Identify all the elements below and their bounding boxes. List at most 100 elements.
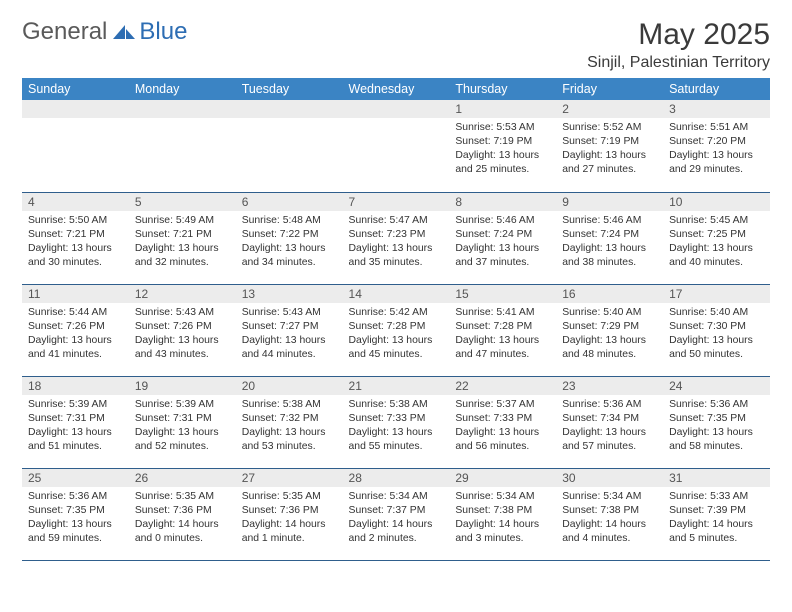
daylight-text: Daylight: 14 hours bbox=[562, 518, 657, 532]
daylight-text: and 34 minutes. bbox=[242, 256, 337, 270]
day-number: 18 bbox=[22, 377, 129, 395]
sunrise-text: Sunrise: 5:46 AM bbox=[455, 214, 550, 228]
daylight-text: and 29 minutes. bbox=[669, 163, 764, 177]
daylight-text: Daylight: 14 hours bbox=[669, 518, 764, 532]
daylight-text: Daylight: 13 hours bbox=[349, 334, 444, 348]
day-number: 5 bbox=[129, 193, 236, 211]
calendar-day-cell: 24Sunrise: 5:36 AMSunset: 7:35 PMDayligh… bbox=[663, 376, 770, 468]
sunset-text: Sunset: 7:19 PM bbox=[455, 135, 550, 149]
calendar-day-cell: 14Sunrise: 5:42 AMSunset: 7:28 PMDayligh… bbox=[343, 284, 450, 376]
calendar-day-cell: 4Sunrise: 5:50 AMSunset: 7:21 PMDaylight… bbox=[22, 192, 129, 284]
day-number: 28 bbox=[343, 469, 450, 487]
daylight-text: and 44 minutes. bbox=[242, 348, 337, 362]
sunset-text: Sunset: 7:25 PM bbox=[669, 228, 764, 242]
sunset-text: Sunset: 7:26 PM bbox=[135, 320, 230, 334]
daylight-text: and 37 minutes. bbox=[455, 256, 550, 270]
daylight-text: and 51 minutes. bbox=[28, 440, 123, 454]
sunrise-text: Sunrise: 5:36 AM bbox=[669, 398, 764, 412]
calendar-day-cell: 23Sunrise: 5:36 AMSunset: 7:34 PMDayligh… bbox=[556, 376, 663, 468]
day-info: Sunrise: 5:33 AMSunset: 7:39 PMDaylight:… bbox=[663, 487, 770, 550]
sunrise-text: Sunrise: 5:43 AM bbox=[135, 306, 230, 320]
sunrise-text: Sunrise: 5:45 AM bbox=[669, 214, 764, 228]
sunset-text: Sunset: 7:24 PM bbox=[562, 228, 657, 242]
day-number: 26 bbox=[129, 469, 236, 487]
sunset-text: Sunset: 7:19 PM bbox=[562, 135, 657, 149]
day-info: Sunrise: 5:35 AMSunset: 7:36 PMDaylight:… bbox=[129, 487, 236, 550]
daylight-text: Daylight: 13 hours bbox=[242, 334, 337, 348]
daylight-text: Daylight: 13 hours bbox=[562, 334, 657, 348]
calendar-day-cell: 2Sunrise: 5:52 AMSunset: 7:19 PMDaylight… bbox=[556, 100, 663, 192]
calendar-day-cell bbox=[22, 100, 129, 192]
daylight-text: Daylight: 13 hours bbox=[242, 242, 337, 256]
day-number: 3 bbox=[663, 100, 770, 118]
daylight-text: Daylight: 13 hours bbox=[349, 426, 444, 440]
calendar-day-cell: 10Sunrise: 5:45 AMSunset: 7:25 PMDayligh… bbox=[663, 192, 770, 284]
calendar-week-row: 25Sunrise: 5:36 AMSunset: 7:35 PMDayligh… bbox=[22, 468, 770, 560]
day-number: 27 bbox=[236, 469, 343, 487]
daylight-text: and 38 minutes. bbox=[562, 256, 657, 270]
sunset-text: Sunset: 7:30 PM bbox=[669, 320, 764, 334]
sunset-text: Sunset: 7:26 PM bbox=[28, 320, 123, 334]
sunset-text: Sunset: 7:38 PM bbox=[562, 504, 657, 518]
day-number: 25 bbox=[22, 469, 129, 487]
day-number: 4 bbox=[22, 193, 129, 211]
sunrise-text: Sunrise: 5:38 AM bbox=[242, 398, 337, 412]
daylight-text: Daylight: 13 hours bbox=[455, 334, 550, 348]
sunrise-text: Sunrise: 5:53 AM bbox=[455, 121, 550, 135]
daylight-text: and 52 minutes. bbox=[135, 440, 230, 454]
sunrise-text: Sunrise: 5:33 AM bbox=[669, 490, 764, 504]
calendar-week-row: 1Sunrise: 5:53 AMSunset: 7:19 PMDaylight… bbox=[22, 100, 770, 192]
sunset-text: Sunset: 7:28 PM bbox=[349, 320, 444, 334]
sunrise-text: Sunrise: 5:39 AM bbox=[135, 398, 230, 412]
month-title: May 2025 bbox=[587, 18, 770, 52]
calendar-day-cell: 29Sunrise: 5:34 AMSunset: 7:38 PMDayligh… bbox=[449, 468, 556, 560]
calendar-table: Sunday Monday Tuesday Wednesday Thursday… bbox=[22, 78, 770, 561]
sunrise-text: Sunrise: 5:46 AM bbox=[562, 214, 657, 228]
day-info: Sunrise: 5:47 AMSunset: 7:23 PMDaylight:… bbox=[343, 211, 450, 274]
calendar-day-cell: 27Sunrise: 5:35 AMSunset: 7:36 PMDayligh… bbox=[236, 468, 343, 560]
sunrise-text: Sunrise: 5:39 AM bbox=[28, 398, 123, 412]
calendar-week-row: 18Sunrise: 5:39 AMSunset: 7:31 PMDayligh… bbox=[22, 376, 770, 468]
day-number: 22 bbox=[449, 377, 556, 395]
daylight-text: and 0 minutes. bbox=[135, 532, 230, 546]
sunset-text: Sunset: 7:31 PM bbox=[135, 412, 230, 426]
daylight-text: and 27 minutes. bbox=[562, 163, 657, 177]
day-number: 30 bbox=[556, 469, 663, 487]
daylight-text: Daylight: 13 hours bbox=[562, 426, 657, 440]
sunset-text: Sunset: 7:38 PM bbox=[455, 504, 550, 518]
day-info: Sunrise: 5:36 AMSunset: 7:34 PMDaylight:… bbox=[556, 395, 663, 458]
day-info: Sunrise: 5:43 AMSunset: 7:26 PMDaylight:… bbox=[129, 303, 236, 366]
calendar-day-cell: 6Sunrise: 5:48 AMSunset: 7:22 PMDaylight… bbox=[236, 192, 343, 284]
day-info: Sunrise: 5:39 AMSunset: 7:31 PMDaylight:… bbox=[22, 395, 129, 458]
sunset-text: Sunset: 7:37 PM bbox=[349, 504, 444, 518]
sunset-text: Sunset: 7:35 PM bbox=[28, 504, 123, 518]
sunset-text: Sunset: 7:20 PM bbox=[669, 135, 764, 149]
sunrise-text: Sunrise: 5:52 AM bbox=[562, 121, 657, 135]
sunrise-text: Sunrise: 5:48 AM bbox=[242, 214, 337, 228]
day-number: 20 bbox=[236, 377, 343, 395]
day-info: Sunrise: 5:39 AMSunset: 7:31 PMDaylight:… bbox=[129, 395, 236, 458]
daylight-text: Daylight: 14 hours bbox=[349, 518, 444, 532]
sunrise-text: Sunrise: 5:35 AM bbox=[242, 490, 337, 504]
day-number: 29 bbox=[449, 469, 556, 487]
daylight-text: Daylight: 13 hours bbox=[669, 426, 764, 440]
sunrise-text: Sunrise: 5:36 AM bbox=[28, 490, 123, 504]
sunset-text: Sunset: 7:36 PM bbox=[242, 504, 337, 518]
title-block: May 2025 Sinjil, Palestinian Territory bbox=[587, 18, 770, 72]
day-info: Sunrise: 5:48 AMSunset: 7:22 PMDaylight:… bbox=[236, 211, 343, 274]
sunset-text: Sunset: 7:35 PM bbox=[669, 412, 764, 426]
sunset-text: Sunset: 7:24 PM bbox=[455, 228, 550, 242]
daylight-text: Daylight: 13 hours bbox=[28, 518, 123, 532]
day-number: 19 bbox=[129, 377, 236, 395]
daylight-text: Daylight: 13 hours bbox=[669, 242, 764, 256]
day-number: 15 bbox=[449, 285, 556, 303]
sunrise-text: Sunrise: 5:49 AM bbox=[135, 214, 230, 228]
calendar-week-row: 11Sunrise: 5:44 AMSunset: 7:26 PMDayligh… bbox=[22, 284, 770, 376]
calendar-day-cell: 28Sunrise: 5:34 AMSunset: 7:37 PMDayligh… bbox=[343, 468, 450, 560]
daylight-text: Daylight: 13 hours bbox=[562, 149, 657, 163]
daylight-text: and 43 minutes. bbox=[135, 348, 230, 362]
header: General Blue May 2025 Sinjil, Palestinia… bbox=[22, 18, 770, 72]
sunset-text: Sunset: 7:39 PM bbox=[669, 504, 764, 518]
calendar-day-cell: 3Sunrise: 5:51 AMSunset: 7:20 PMDaylight… bbox=[663, 100, 770, 192]
day-info: Sunrise: 5:34 AMSunset: 7:38 PMDaylight:… bbox=[449, 487, 556, 550]
